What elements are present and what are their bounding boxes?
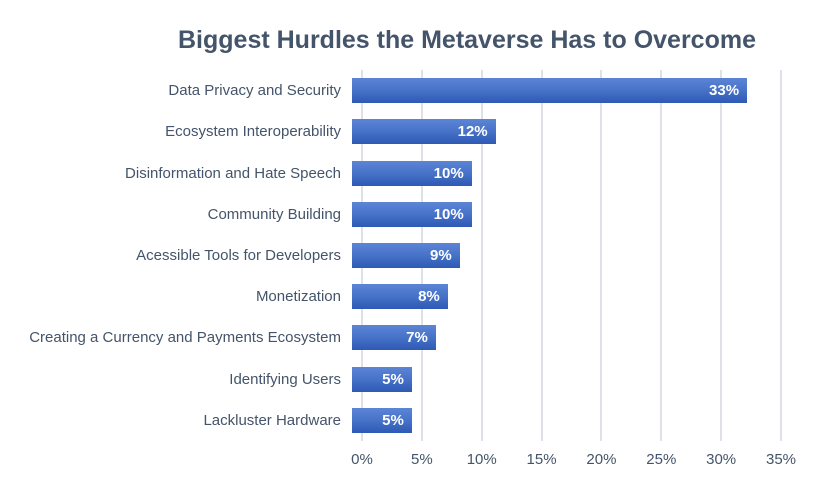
x-axis-tick: 20%: [586, 451, 617, 468]
bar-value-label: 10%: [433, 205, 464, 223]
bar-row: Monetization 8%: [0, 276, 818, 317]
bar: 5%: [352, 407, 412, 433]
bar-value-label: 10%: [433, 164, 464, 182]
gridline: [780, 70, 782, 441]
bar-row: Identifying Users 5%: [0, 359, 818, 400]
bar-row: Acessible Tools for Developers 9%: [0, 235, 818, 276]
bar-track: 5%: [352, 366, 771, 392]
category-label: Monetization: [255, 288, 341, 306]
bar: 12%: [352, 119, 496, 145]
bar-track: 9%: [352, 242, 771, 268]
bar: 7%: [352, 325, 436, 351]
x-axis-tick: 5%: [411, 451, 433, 468]
gridline: [600, 70, 603, 441]
x-axis-tick: 10%: [466, 451, 497, 468]
bar-track: 12%: [352, 119, 771, 145]
bar-value-label: 12%: [457, 123, 488, 141]
bar-value-label: 33%: [709, 82, 740, 100]
bar-track: 10%: [352, 160, 771, 186]
bar: 5%: [352, 366, 412, 392]
bar-value-label: 7%: [406, 329, 428, 347]
x-axis: 0% 5% 10% 15% 20% 25% 30% 35%: [351, 451, 796, 471]
bar-value-label: 9%: [430, 246, 452, 264]
category-label: Community Building: [207, 205, 341, 223]
plot-area: Data Privacy and Security 33% Ecosystem …: [0, 70, 818, 441]
bar: 9%: [352, 242, 460, 268]
bar-value-label: 5%: [382, 411, 404, 429]
bar-row: Lackluster Hardware 5%: [0, 400, 818, 441]
category-label: Acessible Tools for Developers: [136, 246, 341, 264]
bar: 10%: [352, 201, 472, 227]
bar-value-label: 8%: [418, 288, 440, 306]
category-label: Identifying Users: [229, 370, 341, 388]
bar-row: Community Building 10%: [0, 194, 818, 235]
bar-track: 8%: [352, 284, 771, 310]
gridline: [720, 70, 723, 441]
gridline: [480, 70, 483, 441]
bar-track: 10%: [352, 201, 771, 227]
chart-title: Biggest Hurdles the Metaverse Has to Ove…: [178, 26, 756, 54]
bar-value-label: 5%: [382, 370, 404, 388]
category-label: Data Privacy and Security: [168, 82, 341, 100]
bar-track: 7%: [352, 325, 771, 351]
bar-track: 33%: [352, 78, 771, 104]
bar-track: 5%: [352, 407, 771, 433]
category-label: Ecosystem Interoperability: [165, 123, 341, 141]
x-axis-tick: 30%: [706, 451, 737, 468]
bar: 10%: [352, 160, 472, 186]
bar-row: Creating a Currency and Payments Ecosyst…: [0, 317, 818, 358]
bar: 8%: [352, 284, 448, 310]
bar-row: Ecosystem Interoperability 12%: [0, 111, 818, 152]
bar: 33%: [352, 78, 748, 104]
x-axis-tick: 25%: [646, 451, 677, 468]
gridline: [660, 70, 663, 441]
bar-row: Disinformation and Hate Speech 10%: [0, 152, 818, 193]
x-axis-tick: 35%: [765, 451, 797, 468]
category-label: Disinformation and Hate Speech: [125, 164, 341, 182]
gridline: [540, 70, 543, 441]
category-label: Creating a Currency and Payments Ecosyst…: [29, 329, 341, 347]
x-axis-tick: 15%: [526, 451, 557, 468]
category-label: Lackluster Hardware: [203, 411, 341, 429]
bar-row: Data Privacy and Security 33%: [0, 70, 818, 111]
x-axis-tick: 0%: [351, 451, 373, 468]
